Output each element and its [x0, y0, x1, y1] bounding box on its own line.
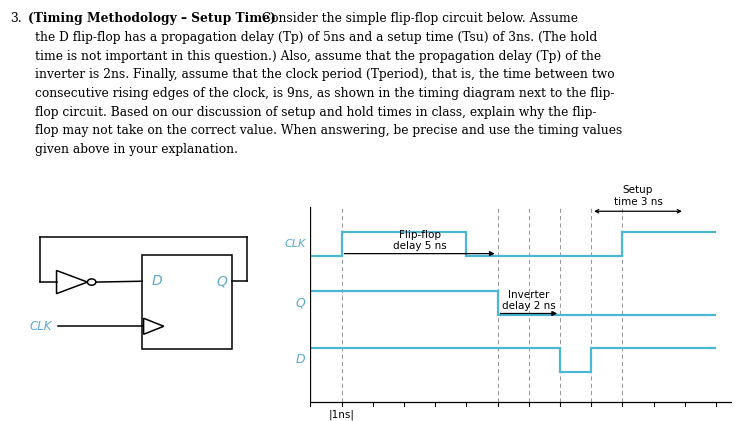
- Text: time is not important in this question.) Also, assume that the propagation delay: time is not important in this question.)…: [35, 50, 601, 62]
- Text: (Timing Methodology – Setup Time): (Timing Methodology – Setup Time): [28, 12, 276, 25]
- Text: flop may not take on the correct value. When answering, be precise and use the t: flop may not take on the correct value. …: [35, 124, 622, 137]
- Text: Inverter
delay 2 ns: Inverter delay 2 ns: [502, 290, 556, 311]
- Text: CLK: CLK: [30, 320, 52, 333]
- Text: D: D: [152, 274, 163, 288]
- Text: Q: Q: [296, 297, 306, 310]
- Text: consecutive rising edges of the clock, is 9ns, as shown in the timing diagram ne: consecutive rising edges of the clock, i…: [35, 87, 615, 100]
- Circle shape: [87, 279, 96, 285]
- Text: inverter is 2ns. Finally, assume that the clock period (Tperiod), that is, the t: inverter is 2ns. Finally, assume that th…: [35, 68, 615, 81]
- Bar: [142, 255, 232, 349]
- Text: D: D: [296, 354, 306, 366]
- Text: given above in your explanation.: given above in your explanation.: [35, 143, 238, 156]
- Text: Q: Q: [217, 274, 228, 288]
- Text: |1ns|: |1ns|: [329, 409, 355, 420]
- Text: the D flip-flop has a propagation delay (Tp) of 5ns and a setup time (Tsu) of 3n: the D flip-flop has a propagation delay …: [35, 31, 597, 44]
- Polygon shape: [57, 270, 87, 294]
- Polygon shape: [143, 318, 164, 334]
- Text: Consider the simple flip-flop circuit below. Assume: Consider the simple flip-flop circuit be…: [258, 12, 578, 25]
- Text: 3.: 3.: [10, 12, 21, 25]
- Text: CLK: CLK: [285, 239, 306, 249]
- Text: Flip-flop
delay 5 ns: Flip-flop delay 5 ns: [392, 230, 446, 251]
- Text: Setup
time 3 ns: Setup time 3 ns: [613, 185, 662, 207]
- Text: flop circuit. Based on our discussion of setup and hold times in class, explain : flop circuit. Based on our discussion of…: [35, 106, 596, 119]
